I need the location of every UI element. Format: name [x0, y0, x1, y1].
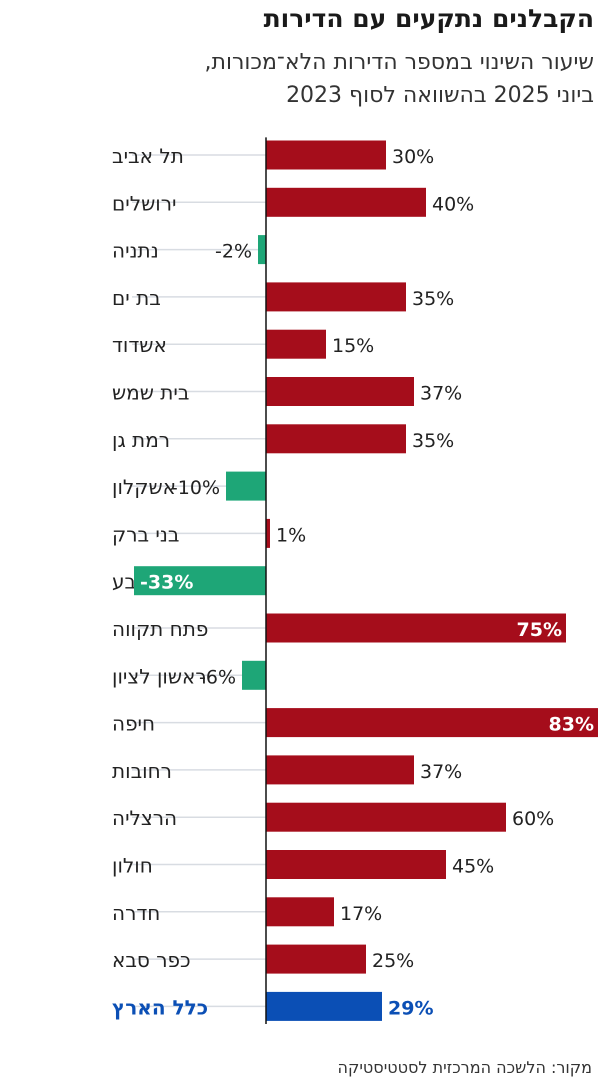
category-label: תל אביב — [112, 144, 184, 168]
bar — [266, 282, 406, 312]
source-note: מקור: הלשכה המרכזית לסטטיסטיקה — [337, 1058, 592, 1077]
data-label: -33% — [140, 572, 193, 594]
bar — [266, 518, 270, 548]
data-label: 75% — [517, 619, 562, 641]
bar — [266, 897, 334, 927]
bar — [266, 755, 414, 785]
bar — [266, 187, 426, 217]
chart-subtitle: שיעור השינוי במספר הדירות הלא־מכורות, בי… — [4, 46, 595, 112]
category-label: חולון — [112, 854, 153, 878]
bar — [226, 471, 266, 501]
data-label: -10% — [171, 477, 220, 499]
subtitle-line-2: ביוני 2025 בהשוואה לסוף 2023 — [286, 83, 594, 108]
bar — [242, 660, 266, 690]
category-label: בת ים — [112, 286, 161, 310]
bar — [266, 850, 446, 879]
data-label: 35% — [412, 430, 454, 452]
category-label: אשדוד — [112, 333, 167, 357]
bar-chart: תל אביב 30% ירושלים 40% נתניה -2% בת ים 35% אשדו… — [112, 137, 598, 1025]
data-label: 40% — [432, 193, 474, 215]
data-label: 1% — [276, 524, 306, 546]
bar — [266, 802, 506, 832]
category-label: כפר סבא — [112, 948, 191, 972]
data-label: 37% — [420, 761, 462, 783]
data-label: 30% — [392, 146, 434, 168]
data-label: 83% — [549, 714, 594, 736]
bar — [266, 377, 414, 406]
data-label: 35% — [412, 288, 454, 310]
category-label: חדרה — [112, 901, 160, 925]
chart-title: הקבלנים נתקעים עם הדירות — [263, 4, 594, 33]
category-label: חיפה — [112, 712, 155, 736]
bar — [266, 613, 566, 643]
category-label: פתח תקווה — [112, 617, 208, 641]
bar — [266, 708, 598, 738]
bar — [266, 140, 386, 170]
data-label: -6% — [199, 666, 236, 688]
data-label: 60% — [512, 808, 554, 830]
data-label: 25% — [372, 950, 414, 972]
data-label: 17% — [340, 903, 382, 925]
category-label: רמת גן — [112, 428, 170, 452]
bar — [266, 944, 366, 974]
data-label: 15% — [332, 335, 374, 357]
category-label-total: כלל הארץ — [112, 995, 208, 1019]
data-label-total: 29% — [388, 997, 433, 1019]
bar — [266, 424, 406, 454]
category-label: ירושלים — [112, 191, 177, 215]
category-label: נתניה — [112, 239, 159, 263]
category-label: בית שמש — [112, 381, 189, 405]
category-label: הרצליה — [112, 806, 177, 830]
category-label: ראשון לציון — [112, 664, 207, 688]
bar — [258, 235, 266, 265]
category-label: אשקלון — [112, 475, 176, 499]
category-label: בני ברק — [112, 522, 179, 546]
bar — [134, 566, 266, 596]
category-label: רחובות — [112, 759, 172, 783]
data-label: -2% — [215, 241, 252, 263]
subtitle-line-1: שיעור השינוי במספר הדירות הלא־מכורות, — [204, 50, 595, 75]
data-label: 37% — [420, 383, 462, 405]
bar — [266, 329, 326, 359]
data-label: 45% — [452, 856, 494, 878]
bar-total — [266, 991, 382, 1021]
